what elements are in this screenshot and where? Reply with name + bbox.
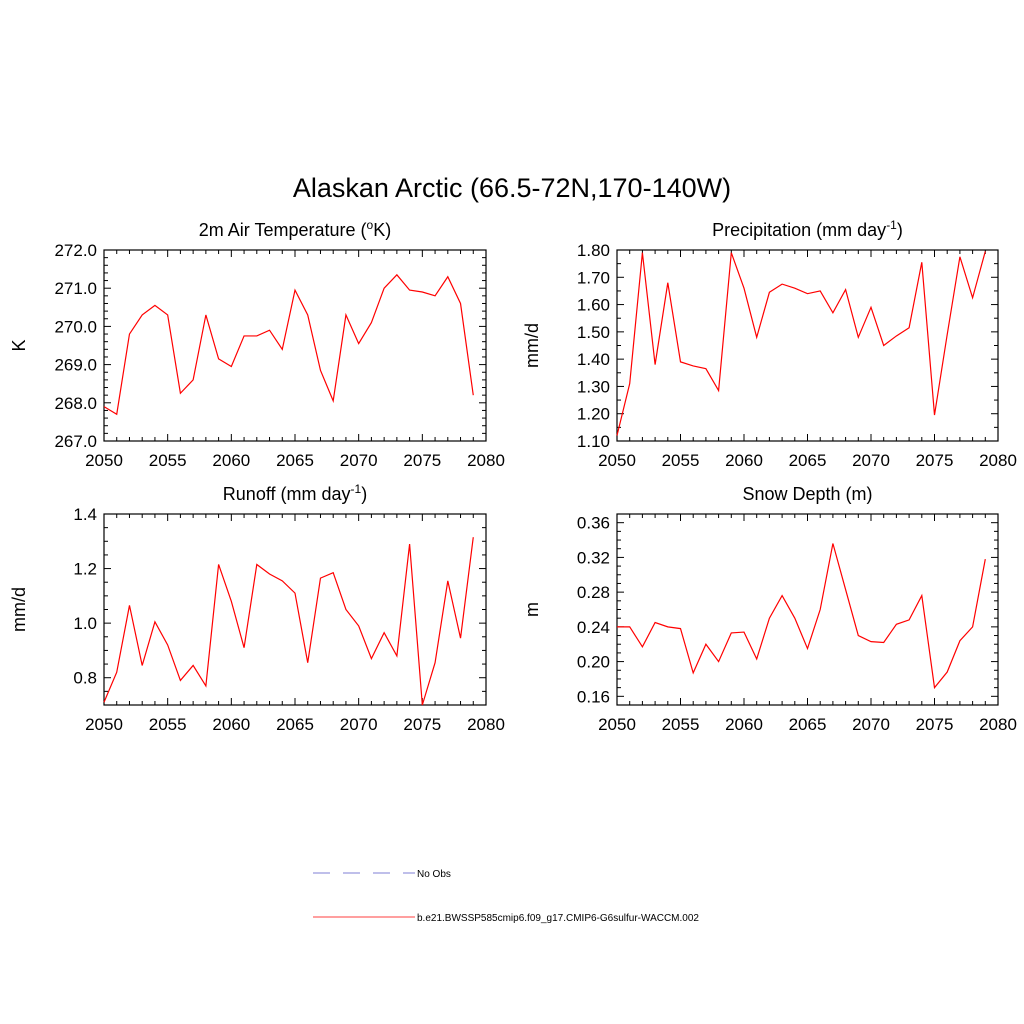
x-tick-label: 2075 <box>403 451 441 470</box>
x-tick-label: 2050 <box>85 715 123 734</box>
y-tick-label: 270.0 <box>54 317 97 336</box>
y-tick-label: 1.70 <box>577 268 610 287</box>
y-axis-label: K <box>9 339 29 351</box>
x-tick-label: 2065 <box>789 451 827 470</box>
series-line-1 <box>103 273 474 416</box>
x-tick-label: 2055 <box>662 451 700 470</box>
panel-title: 2m Air Temperature (oK) <box>199 218 391 240</box>
y-tick-label: 0.8 <box>73 669 97 688</box>
y-tick-label: 1.4 <box>73 505 97 524</box>
series-line-1 <box>617 543 986 690</box>
x-tick-label: 2050 <box>85 451 123 470</box>
y-tick-label: 1.10 <box>577 432 610 451</box>
chart-panel-2: 2050 2055 2060 2065 2070 2075 2080 1.10 1.20 1.30… <box>522 218 1017 470</box>
x-tick-label: 2070 <box>852 451 890 470</box>
x-tick-label: 2080 <box>979 715 1017 734</box>
x-tick-label: 2070 <box>852 715 890 734</box>
legend-label-model: b.e21.BWSSP585cmip6.f09_g17.CMIP6-G6sulf… <box>417 913 699 924</box>
series-line-1 <box>103 537 474 706</box>
chart-panel-4: 2050 2055 2060 2065 2070 2075 2080 0.16 0.20 0.24… <box>522 484 1017 734</box>
x-tick-label: 2070 <box>340 451 378 470</box>
y-axis-label: mm/d <box>522 323 542 368</box>
series-line-1 <box>616 251 986 436</box>
x-tick-label: 2055 <box>149 715 187 734</box>
y-axis-label: mm/d <box>9 587 29 632</box>
plot-frame <box>616 249 999 442</box>
panel-title: Runoff (mm day-1) <box>223 482 367 504</box>
y-tick-label: 0.24 <box>577 618 610 637</box>
y-tick-label: 267.0 <box>54 432 97 451</box>
panel-title: Snow Depth (m) <box>742 484 872 504</box>
plot-frame <box>103 513 487 706</box>
y-tick-label: 1.60 <box>577 296 610 315</box>
y-tick-label: 272.0 <box>54 241 97 260</box>
chart-panel-3: 2050 2055 2060 2065 2070 2075 2080 0.8 1.0 1.2 1.4… <box>9 482 505 734</box>
y-tick-label: 0.36 <box>577 514 610 533</box>
x-tick-label: 2075 <box>403 715 441 734</box>
legend-label-no-obs: No Obs <box>417 869 451 880</box>
x-tick-label: 2065 <box>276 451 314 470</box>
y-tick-label: 0.28 <box>577 583 610 602</box>
y-tick-label: 0.16 <box>577 687 610 706</box>
x-tick-label: 2080 <box>979 451 1017 470</box>
legend: No Obs b.e21.BWSSP585cmip6.f09_g17.CMIP6… <box>313 869 699 924</box>
x-tick-label: 2055 <box>149 451 187 470</box>
y-tick-label: 1.0 <box>73 614 97 633</box>
chart-panel-1: 2050 2055 2060 2065 2070 2075 2080 267.0 268.0 26… <box>9 218 505 470</box>
x-tick-label: 2075 <box>916 715 954 734</box>
y-axis-label: m <box>522 602 542 617</box>
plot-frame <box>616 513 999 706</box>
y-tick-label: 271.0 <box>54 279 97 298</box>
panel-title: Precipitation (mm day-1) <box>712 218 903 240</box>
y-tick-label: 1.50 <box>577 323 610 342</box>
x-tick-label: 2055 <box>662 715 700 734</box>
y-tick-label: 0.20 <box>577 653 610 672</box>
x-tick-label: 2080 <box>467 451 505 470</box>
y-tick-label: 1.30 <box>577 377 610 396</box>
plot-frame <box>103 249 487 442</box>
x-tick-label: 2060 <box>212 451 250 470</box>
x-tick-label: 2050 <box>598 451 636 470</box>
x-tick-label: 2060 <box>212 715 250 734</box>
x-tick-label: 2080 <box>467 715 505 734</box>
x-tick-label: 2060 <box>725 451 763 470</box>
y-tick-label: 0.32 <box>577 548 610 567</box>
x-tick-label: 2075 <box>916 451 954 470</box>
x-tick-label: 2065 <box>276 715 314 734</box>
x-tick-label: 2050 <box>598 715 636 734</box>
x-tick-label: 2065 <box>789 715 827 734</box>
page-title: Alaskan Arctic (66.5-72N,170-140W) <box>293 173 731 203</box>
y-tick-label: 1.80 <box>577 241 610 260</box>
y-tick-label: 1.2 <box>73 560 97 579</box>
y-tick-label: 1.40 <box>577 350 610 369</box>
x-tick-label: 2070 <box>340 715 378 734</box>
y-tick-label: 269.0 <box>54 356 97 375</box>
y-tick-label: 1.20 <box>577 405 610 424</box>
x-tick-label: 2060 <box>725 715 763 734</box>
y-tick-label: 268.0 <box>54 394 97 413</box>
